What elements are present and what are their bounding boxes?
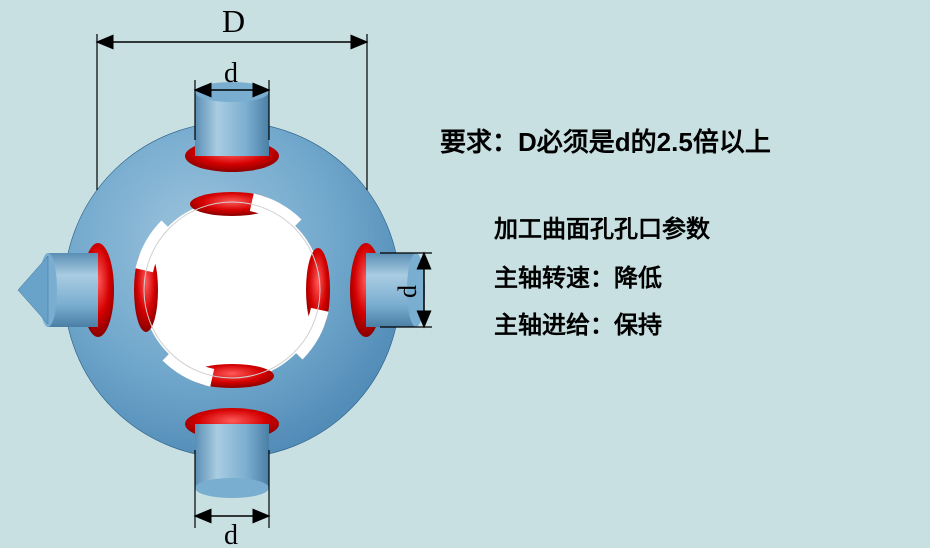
text-panel: 要求：D必须是d的2.5倍以上 加工曲面孔孔口参数 主轴转速：降低 主轴进给：保… — [440, 122, 910, 352]
spindle-speed-value: 降低 — [614, 265, 662, 292]
spindle-feed-value: 保持 — [614, 312, 662, 339]
params-title: 加工曲面孔孔口参数 — [494, 209, 910, 244]
requirement-label: 要求： — [440, 127, 518, 157]
spindle-feed-label: 主轴进给： — [494, 312, 614, 339]
params-block: 加工曲面孔孔口参数 主轴转速：降低 主轴进给：保持 — [494, 209, 910, 340]
diagram-area: D d d d — [0, 0, 470, 548]
dim-label-d-right: d — [393, 285, 422, 298]
dim-label-D: D — [222, 3, 245, 39]
requirement-value: D必须是d的2.5倍以上 — [518, 127, 771, 157]
dim-label-d-bottom: d — [224, 520, 238, 548]
dim-label-d-top: d — [224, 58, 238, 89]
requirement-line: 要求：D必须是d的2.5倍以上 — [440, 122, 910, 159]
spindle-speed-row: 主轴转速：降低 — [494, 258, 910, 293]
spindle-feed-row: 主轴进给：保持 — [494, 305, 910, 340]
spindle-speed-label: 主轴转速： — [494, 265, 614, 292]
cross-hole-diagram: D d d d — [0, 0, 470, 548]
